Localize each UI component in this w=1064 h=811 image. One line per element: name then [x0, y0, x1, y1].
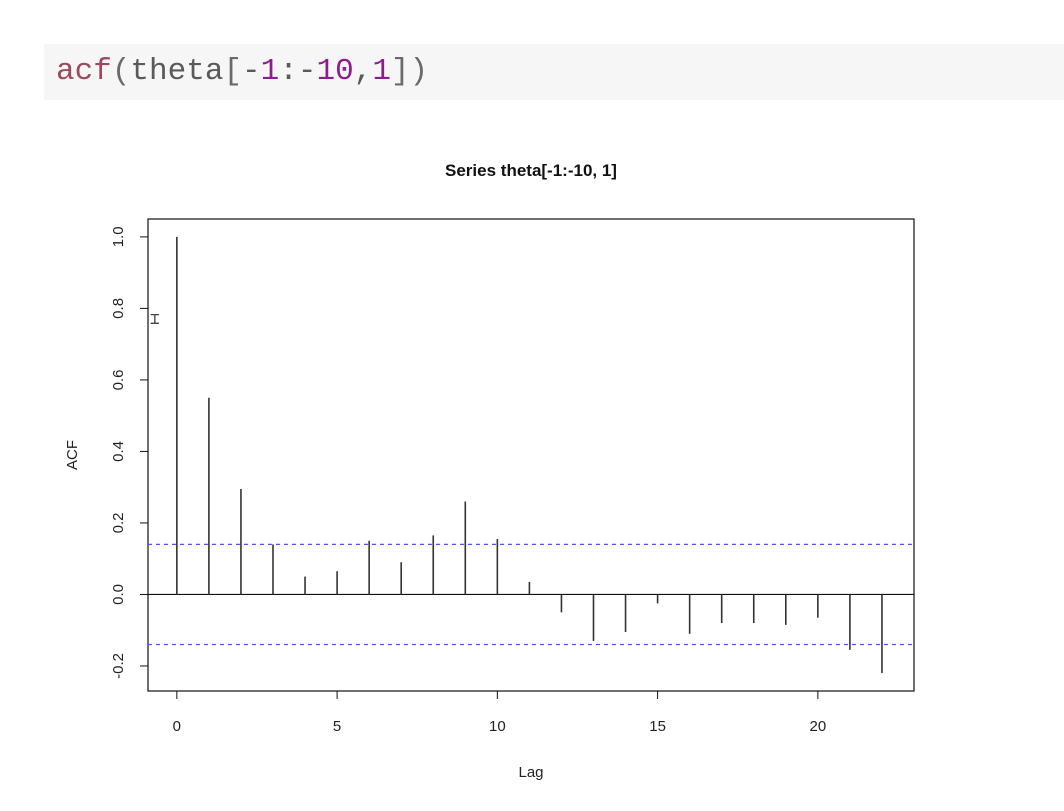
code-token: 10	[316, 54, 354, 89]
y-tick-label: 0.4	[110, 441, 127, 462]
y-axis-label: ACF	[64, 440, 81, 470]
plot-frame	[147, 218, 915, 692]
x-axis-label: Lag	[518, 764, 543, 781]
y-axis: -0.2 0.0 0.2 0.4 0.6 0.8 1.0	[110, 226, 148, 679]
code-token: :	[279, 54, 298, 89]
x-tick-label: 0	[173, 718, 181, 735]
y-tick-label: 0.6	[110, 369, 127, 390]
code-token: ,	[353, 54, 373, 89]
code-token: [	[223, 54, 243, 89]
x-tick-label: 15	[649, 718, 666, 735]
acf-spikes	[176, 236, 883, 674]
code-token: 1	[372, 54, 391, 89]
y-tick-label: -0.2	[110, 653, 127, 679]
x-tick-label: 10	[489, 718, 506, 735]
code-cell[interactable]: acf(theta[-1:-10,1])	[44, 44, 1064, 100]
code-token: -	[242, 54, 261, 89]
code-token: 1	[260, 54, 280, 89]
code-token: acf	[56, 54, 112, 89]
x-tick-label: 5	[333, 718, 341, 735]
x-axis: 0 5 10 15 20	[173, 690, 827, 735]
y-tick-label: 1.0	[110, 226, 127, 247]
code-line[interactable]: acf(theta[-1:-10,1])	[56, 52, 428, 92]
i-beam-cursor-icon: ⌶	[150, 309, 160, 328]
chart-title: Series theta[-1:-10, 1]	[445, 161, 617, 180]
code-token: (	[111, 54, 131, 89]
y-tick-label: 0.2	[110, 513, 127, 534]
code-token: -	[297, 54, 317, 89]
code-token: theta	[130, 54, 224, 89]
y-tick-label: 0.8	[110, 298, 127, 319]
y-tick-label: 0.0	[110, 584, 127, 605]
code-token: ])	[390, 54, 429, 89]
x-tick-label: 20	[810, 718, 827, 735]
